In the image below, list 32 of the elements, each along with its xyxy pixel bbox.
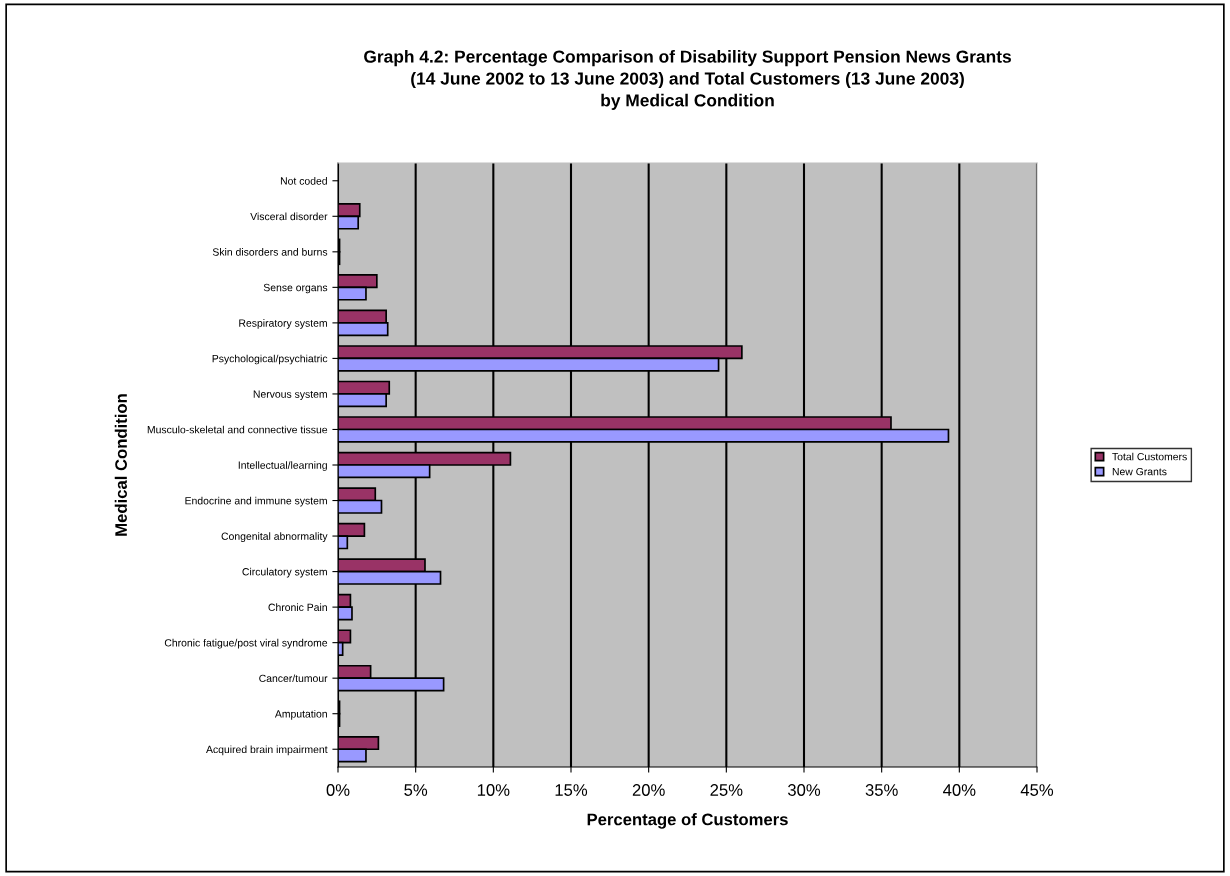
legend-label: Total Customers [1112,452,1187,461]
y-tick-label: Sense organs [263,283,328,294]
x-tick-label: 45% [1020,784,1054,796]
x-tick-label: 15% [555,784,588,796]
legend-label: New Grants [1112,467,1167,476]
x-tick-label: 30% [787,784,821,796]
y-axis-title: Medical Condition [114,394,127,536]
x-tick-label: 40% [943,784,976,796]
y-tick-label: Chronic Pain [268,603,327,611]
y-tick-label: Intellectual/learning [238,461,327,471]
y-tick-label: Circulatory system [242,567,327,578]
y-tick-label: Respiratory system [239,319,327,329]
y-tick-label: Skin disorders and burns [212,248,328,256]
y-tick-label: Visceral disorder [250,212,328,221]
x-tick-label: 10% [477,784,510,796]
x-axis-title: Percentage of Customers [587,813,788,829]
y-tick-label: Not coded [280,176,327,185]
y-tick-label: Congenital abnormality [221,532,328,542]
y-tick-label: Endocrine and immune system [185,496,327,507]
x-tick-label: 0% [326,784,350,796]
y-tick-label: Acquired brain impairment [206,745,328,756]
chart-title: Graph 4.2: Percentage Comparison of Disability Support Pension News Grants (14 June 2002 to 13 June 2003) and Total Customers (13 June 2003) by Medical Condition [364,50,1011,110]
x-tick-label: 5% [404,784,428,796]
y-tick-label: Chronic fatigue/post viral syndrome [164,638,328,649]
y-tick-label: Cancer/tumour [259,674,328,683]
x-tick-label: 25% [710,784,743,796]
y-tick-label: Nervous system [253,390,327,400]
y-tick-label: Amputation [274,709,327,720]
x-tick-label: 35% [865,784,898,796]
y-tick-label: Psychological/psychiatric [212,354,328,365]
x-tick-label: 20% [632,784,665,796]
y-tick-label: Musculo-skeletal and connective tissue [147,425,328,434]
